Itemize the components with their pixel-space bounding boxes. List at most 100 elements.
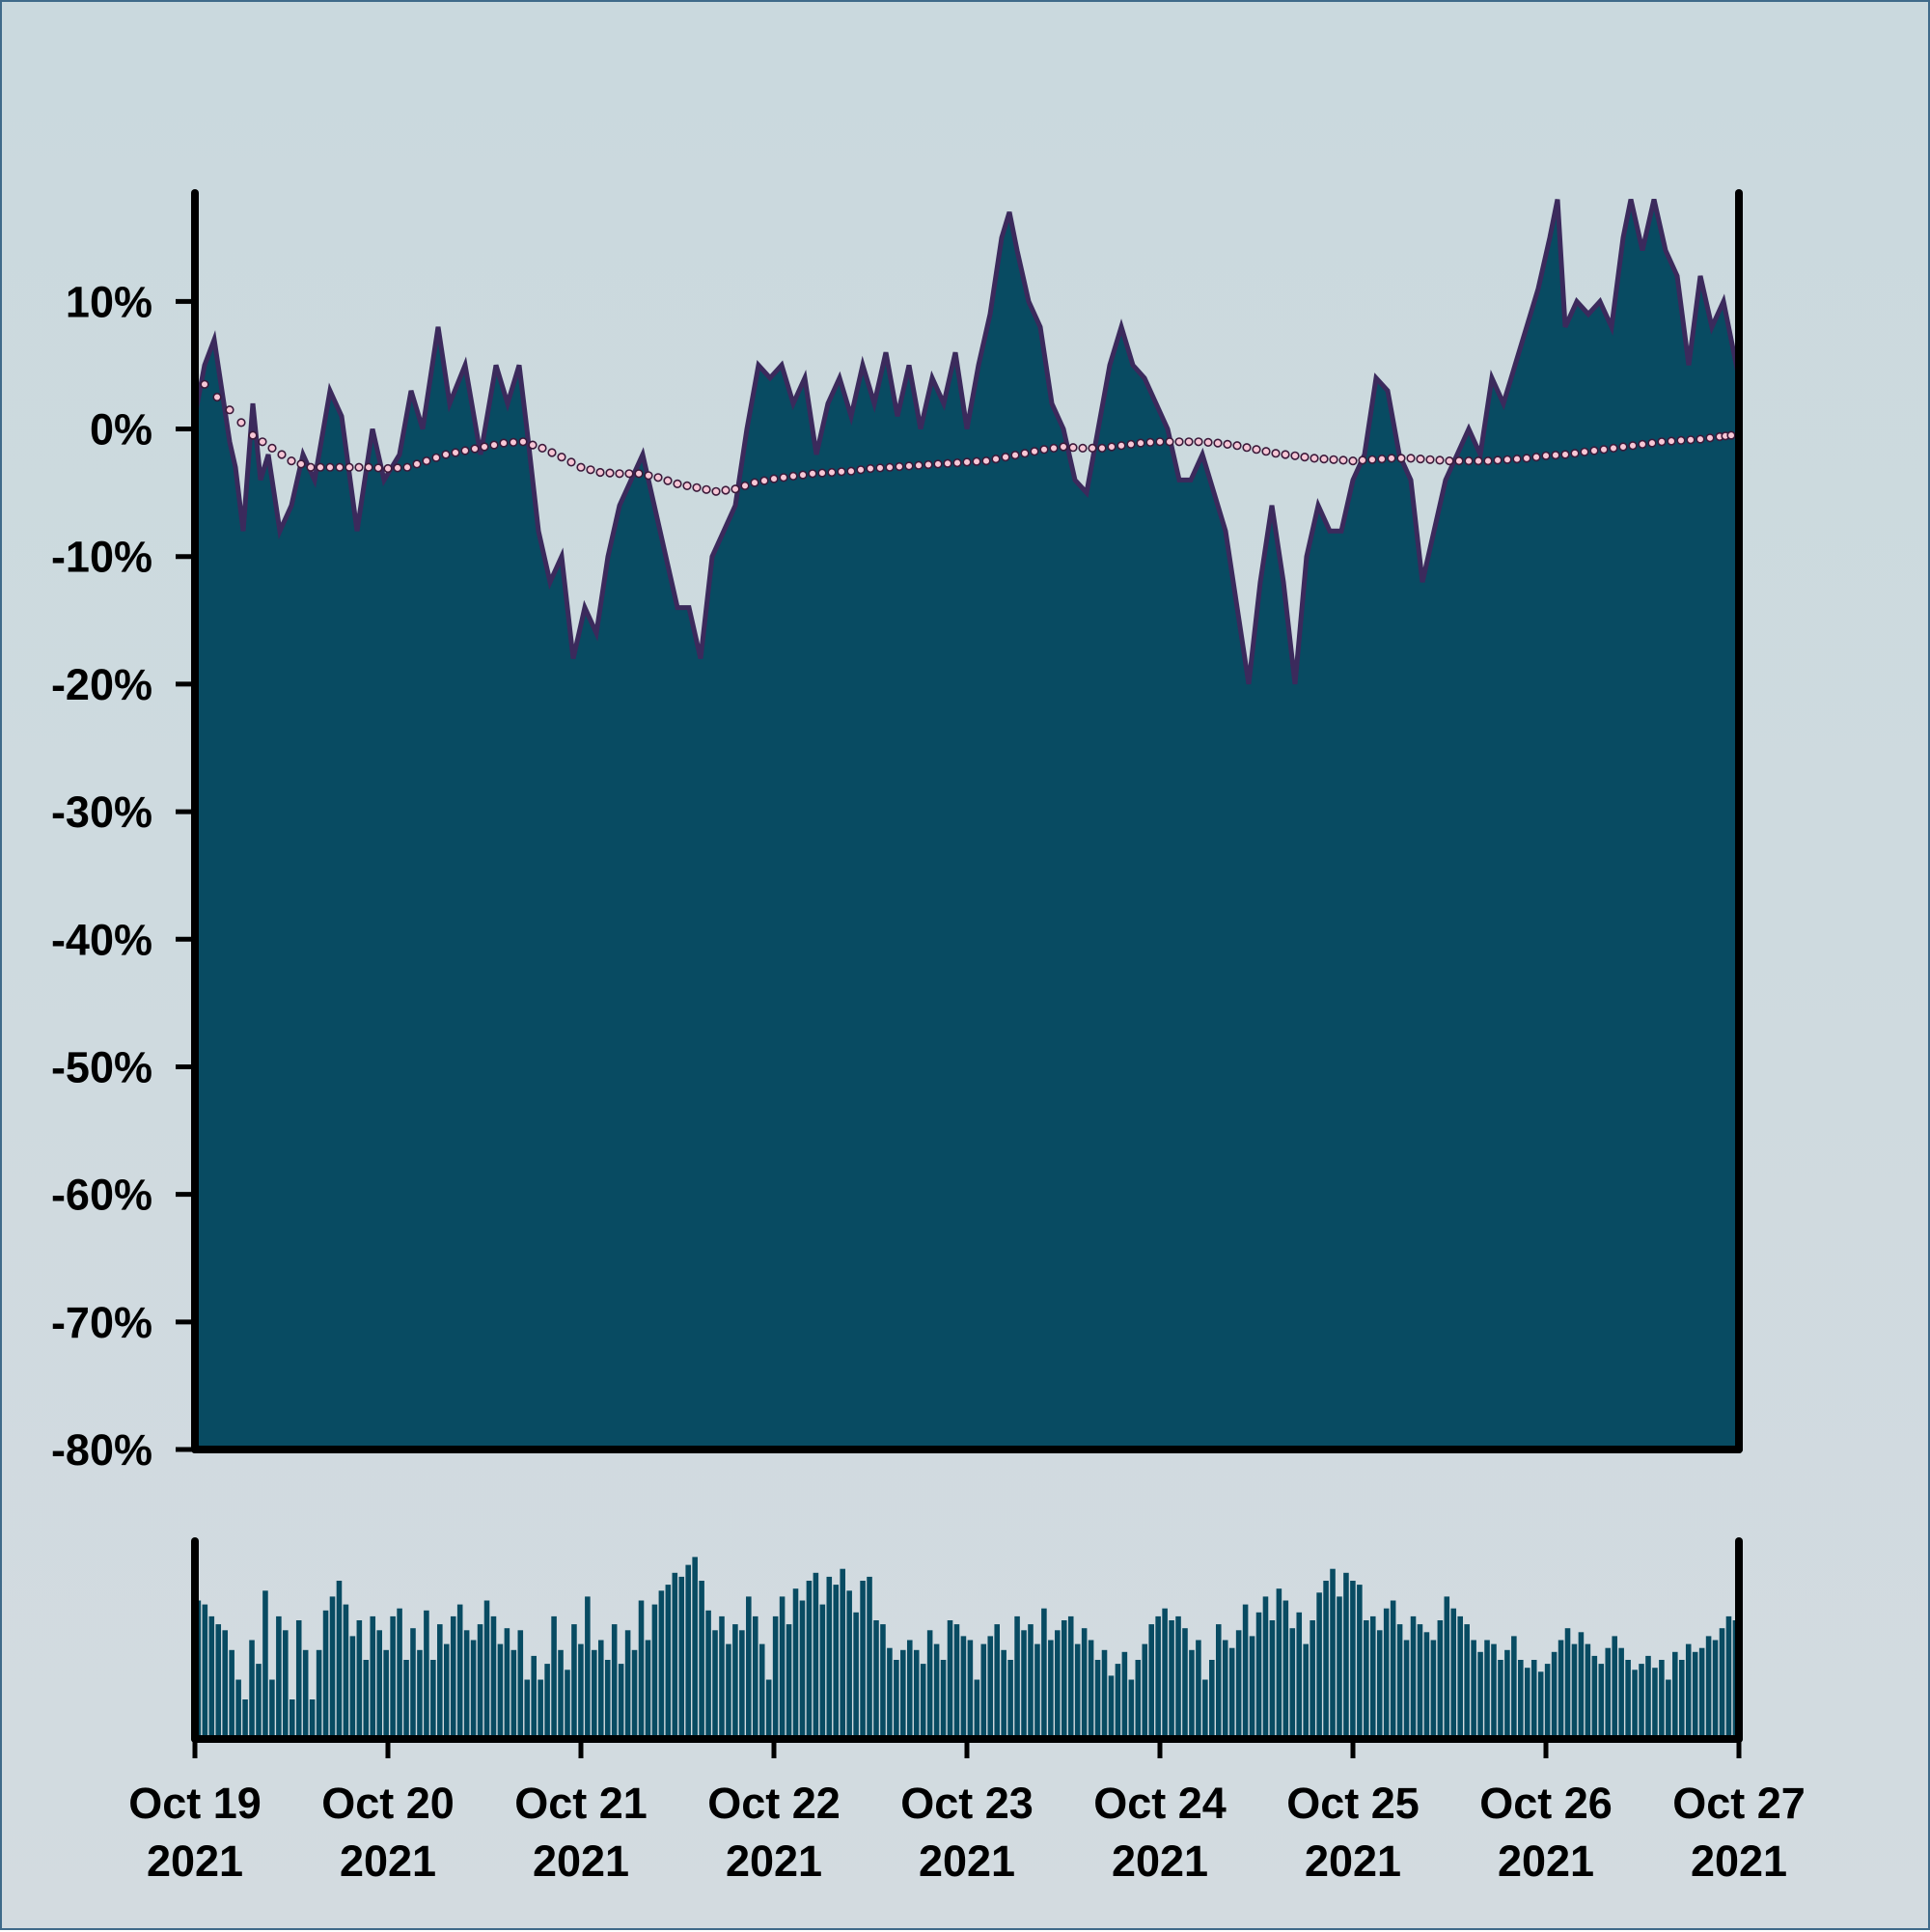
moving-average-point xyxy=(750,478,759,487)
moving-average-point xyxy=(663,476,673,485)
moving-average-point xyxy=(1503,455,1512,464)
volume-bar xyxy=(926,1630,933,1740)
moving-average-point xyxy=(1667,436,1676,446)
moving-average-point xyxy=(692,483,702,492)
moving-average-point xyxy=(624,469,634,479)
volume-bar xyxy=(1169,1620,1174,1739)
volume-bar xyxy=(1196,1640,1201,1739)
moving-average-point xyxy=(962,457,972,467)
moving-average-point xyxy=(1261,447,1271,456)
moving-average-point xyxy=(509,437,518,448)
y-tick-label: -10% xyxy=(51,533,152,582)
volume-bar xyxy=(1021,1630,1027,1740)
volume-bar xyxy=(1659,1660,1665,1739)
volume-bar xyxy=(356,1620,363,1739)
volume-bar xyxy=(726,1643,731,1739)
moving-average-point xyxy=(1531,453,1541,462)
volume-bar xyxy=(678,1576,685,1739)
moving-average-point xyxy=(1001,453,1010,462)
volume-bar xyxy=(1108,1675,1115,1739)
volume-bar xyxy=(215,1624,222,1739)
volume-bar xyxy=(1652,1668,1658,1739)
volume-bar xyxy=(1645,1655,1651,1739)
moving-average-point xyxy=(1232,441,1242,451)
volume-bar xyxy=(1403,1640,1410,1739)
volume-bar xyxy=(1303,1643,1309,1739)
volume-bar xyxy=(1705,1636,1712,1739)
moving-average-point xyxy=(1252,445,1261,455)
moving-average-point xyxy=(595,467,605,478)
volume-bar xyxy=(551,1615,557,1739)
volume-bar xyxy=(699,1581,704,1739)
volume-bar xyxy=(1632,1670,1638,1740)
volume-bar xyxy=(256,1664,262,1739)
volume-bar xyxy=(450,1615,456,1739)
y-tick-label: -60% xyxy=(51,1171,152,1220)
volume-bar xyxy=(624,1630,631,1740)
volume-bar xyxy=(806,1581,813,1739)
moving-average-point xyxy=(1657,437,1667,447)
volume-bar xyxy=(1369,1615,1376,1739)
moving-average-point xyxy=(200,379,209,389)
x-tick-label-date: Oct 23 xyxy=(900,1779,1034,1828)
volume-bar xyxy=(483,1600,490,1739)
moving-average-point xyxy=(866,463,875,474)
volume-bar xyxy=(1001,1649,1006,1740)
volume-bar xyxy=(1498,1660,1503,1739)
volume-bar xyxy=(309,1699,316,1739)
volume-bar xyxy=(732,1624,738,1739)
moving-average-point xyxy=(1310,454,1319,463)
volume-bar xyxy=(544,1664,550,1739)
volume-bar xyxy=(1189,1649,1195,1740)
volume-bar xyxy=(1269,1620,1276,1739)
volume-bar xyxy=(1551,1651,1558,1739)
moving-average-point xyxy=(1165,437,1174,447)
volume-bar xyxy=(1262,1596,1269,1739)
x-tick-label-date: Oct 24 xyxy=(1093,1779,1227,1828)
volume-bar xyxy=(1591,1655,1598,1739)
moving-average-point xyxy=(1319,455,1329,464)
volume-bar xyxy=(343,1604,349,1739)
moving-average-point xyxy=(1599,445,1609,455)
x-tick-label-date: Oct 21 xyxy=(514,1779,648,1828)
volume-bar xyxy=(645,1640,651,1739)
volume-bar xyxy=(470,1640,477,1739)
volume-bar xyxy=(1242,1604,1249,1739)
volume-bar xyxy=(779,1596,786,1739)
volume-bar xyxy=(1007,1660,1013,1739)
moving-average-point xyxy=(1522,454,1531,463)
x-tick-label-date: Oct 25 xyxy=(1286,1779,1420,1828)
volume-bar xyxy=(746,1596,752,1739)
moving-average-point xyxy=(837,467,846,477)
volume-bar xyxy=(1209,1660,1215,1739)
moving-average-point xyxy=(933,459,943,469)
moving-average-point xyxy=(673,479,682,489)
volume-bar xyxy=(1544,1664,1551,1739)
moving-average-point xyxy=(721,485,731,495)
volume-bar xyxy=(1357,1585,1363,1739)
moving-average-point xyxy=(1367,455,1377,464)
volume-bar xyxy=(1672,1651,1678,1739)
moving-average-point xyxy=(383,463,393,474)
volume-bar xyxy=(887,1647,893,1739)
volume-bar xyxy=(994,1624,1000,1739)
volume-bar xyxy=(1437,1620,1444,1739)
moving-average-point xyxy=(740,481,750,491)
volume-bar xyxy=(437,1624,443,1739)
volume-bar xyxy=(1350,1581,1356,1739)
volume-bar xyxy=(758,1643,765,1739)
x-tick-label-year: 2021 xyxy=(1305,1836,1401,1886)
volume-bar xyxy=(558,1649,564,1740)
moving-average-point xyxy=(518,437,528,447)
volume-bar xyxy=(235,1679,241,1739)
volume-bar xyxy=(792,1588,799,1739)
moving-average-point xyxy=(875,463,885,473)
moving-average-point xyxy=(1445,456,1454,466)
volume-bar xyxy=(1081,1628,1088,1739)
volume-bar xyxy=(618,1664,624,1739)
volume-bar xyxy=(940,1660,947,1739)
volume-bar xyxy=(1639,1664,1644,1739)
moving-average-point xyxy=(576,462,586,472)
volume-bar xyxy=(933,1643,940,1739)
moving-average-point xyxy=(1686,435,1696,445)
